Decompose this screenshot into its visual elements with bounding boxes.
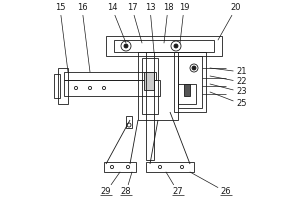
Bar <box>178 84 196 104</box>
Text: 27: 27 <box>166 172 183 196</box>
Text: 13: 13 <box>145 3 155 52</box>
Text: 29: 29 <box>101 172 120 196</box>
Text: 23: 23 <box>210 84 247 97</box>
Bar <box>178 56 202 108</box>
Text: 14: 14 <box>107 3 126 43</box>
Bar <box>64 72 156 80</box>
Text: 21: 21 <box>210 68 247 76</box>
Text: 20: 20 <box>218 3 241 40</box>
Bar <box>144 72 154 90</box>
Circle shape <box>192 66 196 70</box>
Text: 25: 25 <box>210 92 247 108</box>
Bar <box>126 116 132 128</box>
Bar <box>146 162 194 172</box>
Bar <box>138 52 178 120</box>
Text: 22: 22 <box>210 76 247 86</box>
Bar <box>106 36 222 56</box>
Bar <box>146 52 154 160</box>
Text: 26: 26 <box>190 172 231 196</box>
Bar <box>54 74 60 98</box>
Bar <box>114 40 214 52</box>
Text: 18: 18 <box>163 3 173 43</box>
Bar <box>104 162 136 172</box>
Bar <box>174 52 206 112</box>
Circle shape <box>174 44 178 48</box>
Circle shape <box>124 44 128 48</box>
Bar <box>142 58 158 114</box>
Bar <box>184 84 190 96</box>
Text: 19: 19 <box>179 3 189 43</box>
Text: 16: 16 <box>77 3 90 72</box>
Text: 28: 28 <box>121 172 132 196</box>
Bar <box>64 80 160 96</box>
Text: 17: 17 <box>127 3 142 43</box>
Bar <box>58 68 68 104</box>
Text: 15: 15 <box>55 3 68 72</box>
